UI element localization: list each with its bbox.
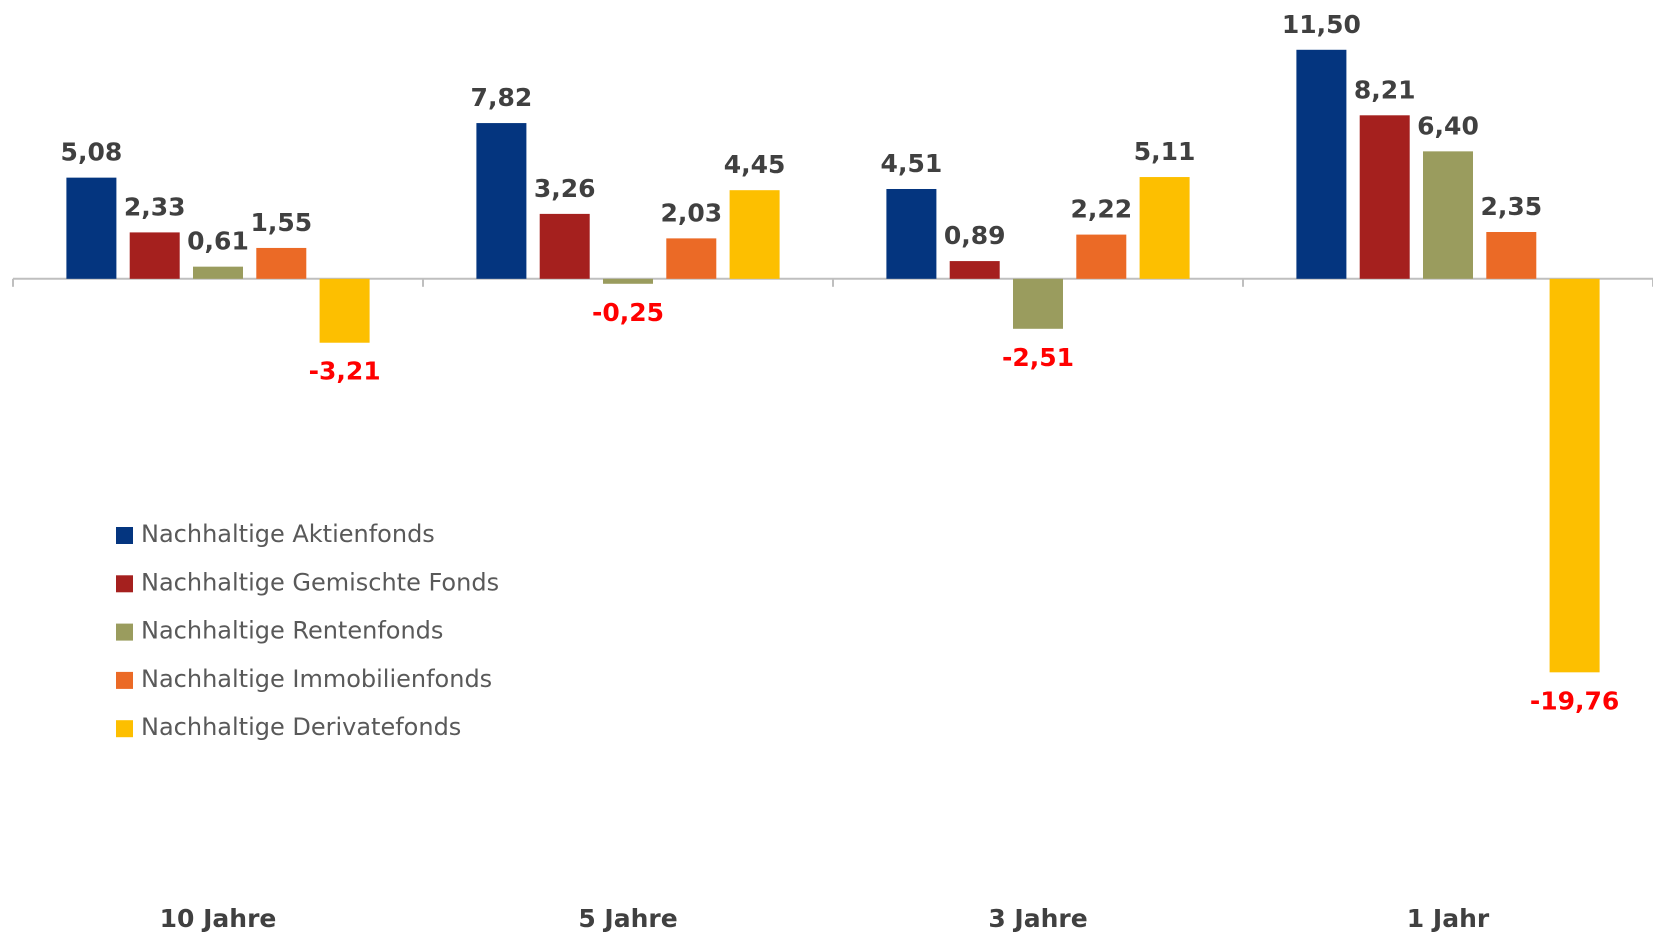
legend-label: Nachhaltige Aktienfonds <box>141 520 435 548</box>
bar <box>666 238 717 279</box>
bar <box>729 190 780 279</box>
data-label: 6,40 <box>1417 111 1479 140</box>
data-label: 2,22 <box>1070 195 1132 224</box>
data-label: 0,61 <box>187 227 249 256</box>
data-label: 4,51 <box>881 149 943 178</box>
legend-swatch <box>116 527 133 544</box>
legend-swatch <box>116 623 133 641</box>
legend-label: Nachhaltige Immobilienfonds <box>141 665 492 693</box>
bar <box>1549 278 1600 673</box>
data-label: 4,45 <box>724 150 786 179</box>
data-label: 5,11 <box>1134 137 1196 166</box>
bar <box>319 278 370 343</box>
bar <box>129 232 180 279</box>
legend-swatch <box>116 720 133 738</box>
bar <box>949 261 1000 279</box>
bar <box>1359 115 1410 279</box>
data-label: 2,33 <box>124 192 186 221</box>
data-label: 11,50 <box>1282 10 1361 39</box>
data-label: -19,76 <box>1530 686 1619 715</box>
legend-label: Nachhaltige Gemischte Fonds <box>141 568 499 596</box>
data-label: 2,03 <box>660 198 722 227</box>
x-tick-label: 1 Jahr <box>1407 904 1490 933</box>
bar <box>1423 151 1473 279</box>
legend-swatch <box>116 575 133 593</box>
data-label: 5,08 <box>61 138 123 167</box>
x-tick-label: 10 Jahre <box>160 904 277 933</box>
data-label: 8,21 <box>1354 75 1416 104</box>
bar <box>193 266 243 279</box>
data-label: 0,89 <box>944 221 1006 250</box>
bar <box>256 247 307 279</box>
data-label: -2,51 <box>1002 343 1074 372</box>
legend-label: Nachhaltige Derivatefonds <box>141 713 461 741</box>
data-label: -0,25 <box>592 298 664 327</box>
data-label: -3,21 <box>309 357 381 386</box>
data-label: 3,26 <box>534 174 596 203</box>
data-label: 7,82 <box>471 83 533 112</box>
bar <box>1486 232 1537 279</box>
bar <box>539 213 590 279</box>
legend-swatch <box>116 671 133 689</box>
bar <box>603 278 653 284</box>
legend-label: Nachhaltige Rentenfonds <box>141 617 443 645</box>
bar <box>1013 278 1063 329</box>
x-tick-label: 5 Jahre <box>578 904 677 933</box>
bar <box>1139 177 1190 279</box>
bar <box>1076 234 1127 279</box>
bar <box>66 177 117 279</box>
x-tick-label: 3 Jahre <box>988 904 1087 933</box>
bar <box>886 188 937 279</box>
bar <box>476 123 527 279</box>
data-label: 1,55 <box>250 208 312 237</box>
bar <box>1296 49 1347 279</box>
data-label: 2,35 <box>1480 192 1542 221</box>
